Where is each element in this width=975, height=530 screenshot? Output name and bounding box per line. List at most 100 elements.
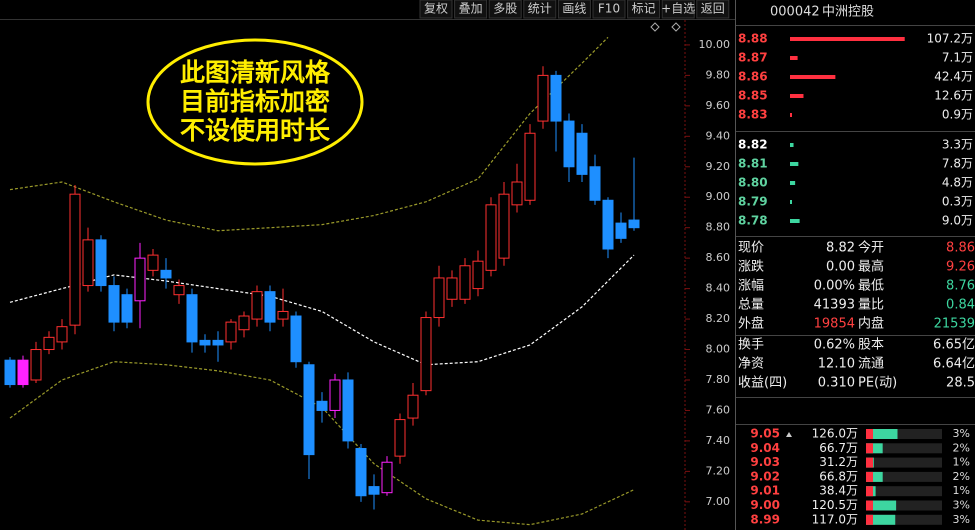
quote-label: 涨跌: [738, 259, 764, 275]
candle-body: [576, 132, 588, 175]
candle-body: [303, 364, 315, 456]
y-tick-label: 7.80: [706, 373, 731, 386]
candle-body: [43, 336, 55, 351]
toolbar-label[interactable]: F10: [598, 2, 620, 16]
candle-body: [420, 317, 432, 392]
toolbar-button[interactable]: [488, 0, 522, 19]
candle-body: [537, 74, 549, 122]
y-tick-label: 7.40: [706, 434, 731, 447]
annotation: 不设使用时长: [180, 116, 331, 145]
trade-bar-bg: [866, 486, 942, 497]
trade-bar: [866, 443, 883, 454]
quote-label: 涨幅: [738, 279, 764, 294]
toolbar-label[interactable]: +自选: [661, 2, 695, 16]
trade-bar-bg: [866, 457, 942, 468]
trade-bar-buy: [866, 429, 873, 439]
toolbar-button[interactable]: [627, 0, 661, 19]
kline-chart: 10.00 9.80 9.60 9.40 9.20 9.00 8.80 8.60 8.40 8.2…: [4, 36, 731, 526]
trade-bar: [866, 500, 897, 511]
candle-body: [251, 291, 263, 320]
candle-body: [121, 294, 133, 323]
trade-bar-buy: [866, 514, 873, 525]
quote-value: 8.76: [946, 279, 975, 294]
y-tick-label: 8.40: [706, 282, 731, 295]
trade-bar-buy: [866, 443, 873, 454]
band-line: [9, 254, 635, 366]
candle-body: [212, 339, 224, 346]
trade-pct: 3%: [953, 427, 970, 440]
quote-value: 12.10: [818, 357, 855, 372]
candle-body: [173, 285, 185, 296]
candle-body: [277, 310, 289, 320]
toolbar-button[interactable]: [419, 0, 453, 19]
toolbar-label[interactable]: 统计: [528, 2, 552, 16]
y-tick-label: 10.00: [699, 38, 731, 51]
toolbar-button[interactable]: [523, 0, 557, 19]
quote-label: 流通: [858, 357, 884, 372]
y-tick-label: 9.80: [706, 68, 731, 81]
trade-price: 9.01: [750, 484, 780, 498]
quote-value: 9.26: [946, 260, 975, 275]
trade-bar-bg: [866, 429, 942, 439]
quote-label: 内盘: [858, 316, 884, 332]
candle-body: [394, 419, 406, 457]
book-bar: [790, 56, 798, 60]
candle-body: [82, 239, 94, 287]
annotation: 此图清新风格: [180, 58, 331, 87]
toolbar-button[interactable]: [557, 0, 591, 19]
candle-body: [550, 74, 562, 122]
quote-label: 股本: [858, 338, 884, 353]
quote-label: 外盘: [738, 316, 764, 332]
trade-pct: 1%: [953, 484, 970, 497]
toolbar-button[interactable]: [661, 0, 695, 19]
book-volume: 7.1万: [942, 51, 973, 65]
candle-body: [134, 257, 146, 302]
quote-value: 0.84: [946, 298, 975, 313]
quote-value: 6.64亿: [933, 357, 975, 372]
candle-body: [615, 222, 627, 239]
trade-price: 9.02: [750, 469, 780, 483]
toolbar-label[interactable]: 叠加: [459, 2, 483, 16]
book-price: 8.78: [738, 214, 768, 228]
trade-bar-buy: [866, 457, 873, 468]
candle-body: [95, 239, 107, 287]
trade-volume: 66.8万: [819, 469, 858, 483]
trade-bar-bg: [866, 500, 942, 511]
candle-body: [316, 400, 328, 411]
toolbar-label[interactable]: 标记: [632, 2, 656, 16]
book-volume: 107.2万: [927, 32, 973, 46]
chart-icons[interactable]: [650, 22, 681, 32]
book-volume: 7.8万: [942, 157, 973, 171]
book-volume: 4.8万: [942, 176, 973, 190]
candle-body: [472, 260, 484, 290]
toolbar-button[interactable]: [592, 0, 626, 19]
trade-bar: [866, 471, 883, 482]
trade-pct: 1%: [953, 456, 970, 469]
trade-bar: [866, 514, 896, 525]
candle-body: [225, 321, 237, 343]
candle-body: [381, 461, 393, 494]
y-tick-label: 8.60: [706, 251, 731, 264]
candle-body: [160, 269, 172, 279]
candle-body: [69, 193, 81, 326]
toolbar-label[interactable]: 画线: [562, 2, 586, 16]
candle-body: [433, 277, 445, 319]
y-tick-label: 9.40: [706, 129, 731, 142]
stock-name: 中洲控股: [822, 5, 874, 20]
quote-value: 28.5: [946, 376, 975, 391]
toolbar-button[interactable]: [696, 0, 730, 19]
candle-body: [17, 359, 29, 386]
toolbar-label[interactable]: 复权: [424, 2, 448, 16]
quote-panel: 000042 中洲控股 8.88 107.2万 8.87 7.1万 8.86 42.4万 8.8…: [736, 5, 975, 526]
book-bar: [790, 143, 794, 147]
book-volume: 42.4万: [934, 70, 973, 84]
toolbar-label[interactable]: 多股: [493, 2, 517, 16]
trade-volume: 126.0万: [812, 427, 858, 441]
toolbar-label[interactable]: 返回: [701, 2, 725, 16]
book-bar: [790, 94, 804, 98]
toolbar-button[interactable]: [454, 0, 488, 19]
y-tick-label: 8.00: [706, 343, 731, 356]
book-price: 8.85: [738, 89, 768, 103]
